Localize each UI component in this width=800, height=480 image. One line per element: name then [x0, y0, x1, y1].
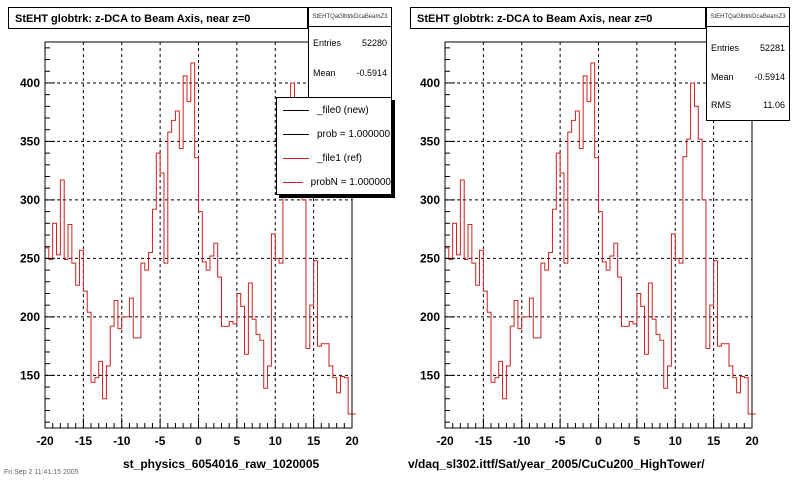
y-tick-label: 350	[20, 134, 40, 148]
legend-label: probN = 1.000000	[310, 176, 391, 188]
chart-right-stats-name: StEHTQaGlbtrkDcaBeamZ3	[707, 8, 789, 27]
chart-right-title: StEHT globtrk: z-DCA to Beam Axis, near …	[410, 7, 706, 29]
chart-left-xlabel: st_physics_6054016_raw_1020005	[123, 457, 320, 471]
stat-label: Entries	[313, 38, 342, 48]
chart-left-title: StEHT globtrk: z-DCA to Beam Axis, near …	[8, 7, 308, 29]
y-tick-label: 150	[420, 368, 440, 382]
x-tick-label: -15	[75, 434, 93, 448]
y-tick-label: 150	[20, 368, 40, 382]
stat-value: 52280	[361, 38, 387, 48]
legend-swatch	[283, 181, 303, 183]
legend-item: probN = 1.000000	[277, 170, 391, 194]
stat-value: -0.5914	[356, 68, 387, 78]
x-tick-label: 10	[669, 434, 683, 448]
chart-left-stats-box: StEHTQaGlbtrkDcaBeamZ3 Entries 52280 Mea…	[308, 7, 392, 113]
stat-value: 52281	[759, 43, 785, 53]
y-tick-label: 400	[420, 76, 440, 90]
stat-value: 11.06	[763, 100, 785, 110]
x-tick-label: -10	[113, 434, 131, 448]
x-tick-label: 20	[345, 434, 359, 448]
x-tick-label: 0	[195, 434, 202, 448]
chart-left-stat-entries: Entries 52280	[313, 38, 387, 48]
x-tick-label: -5	[155, 434, 166, 448]
histogram-series	[445, 62, 756, 415]
stat-value: -0.5914	[754, 72, 785, 82]
legend-item: _file0 (new)	[277, 98, 391, 122]
x-tick-label: -20	[36, 434, 54, 448]
legend-swatch	[283, 133, 309, 135]
x-tick-label: 15	[707, 434, 721, 448]
x-tick-label: -15	[475, 434, 493, 448]
legend-label: _file0 (new)	[317, 104, 369, 116]
stat-label: Entries	[711, 43, 740, 53]
legend-item: prob = 1.000000	[277, 122, 391, 146]
chart-left-legend: _file0 (new) prob = 1.000000 _file1 (ref…	[276, 97, 392, 195]
chart-right-stats-box: StEHTQaGlbtrkDcaBeamZ3 Entries 52281 Mea…	[706, 7, 790, 121]
chart-right-stat-entries: Entries 52281	[711, 43, 785, 53]
y-tick-label: 400	[20, 76, 40, 90]
y-tick-label: 350	[420, 134, 440, 148]
legend-label: _file1 (ref)	[317, 152, 363, 164]
legend-item: _file1 (ref)	[277, 146, 391, 170]
x-tick-label: 5	[234, 434, 241, 448]
chart-left: -20 -15 -10 -5 0 5 10 15 20 150 200 250 300 350 400	[20, 41, 359, 448]
chart-right-stat-rms: RMS 11.06	[711, 100, 785, 110]
legend-label: prob = 1.000000	[317, 128, 391, 140]
x-tick-label: 15	[307, 434, 321, 448]
chart-right: -20 -15 -10 -5 0 5 10 15 20 150 200 250 300 350 400	[420, 41, 759, 448]
stat-label: Mean	[313, 68, 336, 78]
stat-label: Mean	[711, 72, 734, 82]
legend-swatch	[283, 109, 309, 111]
x-tick-label: -5	[555, 434, 566, 448]
y-tick-label: 300	[420, 193, 440, 207]
chart-right-xlabel: v/daq_sl302.ittf/Sat/year_2005/CuCu200_H…	[408, 457, 705, 471]
chart-left-stat-mean: Mean -0.5914	[313, 68, 387, 78]
y-tick-label: 300	[20, 193, 40, 207]
x-tick-label: 20	[745, 434, 759, 448]
y-tick-label: 250	[420, 251, 440, 265]
x-tick-label: 10	[269, 434, 283, 448]
x-tick-label: -10	[513, 434, 531, 448]
y-tick-label: 200	[420, 310, 440, 324]
x-tick-label: 5	[634, 434, 641, 448]
footer-date: Fri Sep 2 11:41:15 2005	[4, 469, 79, 476]
chart-left-stats-name: StEHTQaGlbtrkDcaBeamZ3	[309, 8, 391, 27]
legend-swatch	[283, 157, 309, 159]
x-tick-label: -20	[436, 434, 454, 448]
y-tick-label: 250	[20, 251, 40, 265]
stat-label: RMS	[711, 100, 731, 110]
y-tick-label: 200	[20, 310, 40, 324]
x-tick-label: 0	[595, 434, 602, 448]
chart-right-stat-mean: Mean -0.5914	[711, 72, 785, 82]
